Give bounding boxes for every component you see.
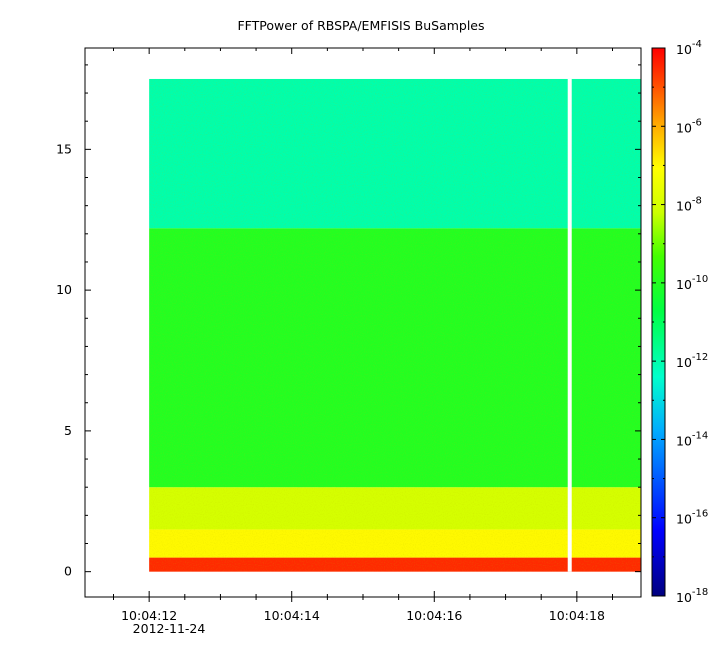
colorbar-tick-label: 10-10 — [676, 274, 708, 292]
x-tick-label: 10:04:14 — [264, 608, 320, 623]
chart-title: FFTPower of RBSPA/EMFISIS BuSamples — [237, 18, 484, 33]
colorbar-tick-exponent: -14 — [692, 430, 708, 441]
colorbar-tick-exponent: -4 — [692, 39, 702, 50]
x-axis: 10:04:12 10:04:14 10:04:16 10:04:18 — [113, 48, 613, 623]
colorbar-tick-base: 10 — [676, 512, 692, 527]
y-tick-label: 5 — [64, 423, 72, 438]
colorbar-tick-base: 10 — [676, 199, 692, 214]
colorbar-tick-base: 10 — [676, 42, 692, 57]
colorbar-tick-base: 10 — [676, 355, 692, 370]
colorbar-tick-label: 10-8 — [676, 196, 702, 214]
colorbar-tick-base: 10 — [676, 120, 692, 135]
colorbar-tick-label: 10-16 — [676, 509, 708, 527]
colorbar-tick-exponent: -10 — [692, 274, 708, 285]
colorbar-tick-exponent: -6 — [692, 117, 702, 128]
y-tick-label: 0 — [64, 564, 72, 579]
colorbar-tick-label: 10-4 — [676, 39, 702, 57]
colorbar-tick-exponent: -18 — [692, 587, 708, 598]
plot-area — [84, 47, 642, 598]
colorbar-tick-exponent: -12 — [692, 352, 708, 363]
x-tick-label: 10:04:12 — [121, 608, 177, 623]
x-axis-date-label: 2012-11-24 — [133, 621, 206, 636]
colorbar-tick-label: 10-6 — [676, 117, 702, 135]
colorbar-tick-exponent: -16 — [692, 509, 708, 520]
colorbar-tick-base: 10 — [676, 433, 692, 448]
spectrogram-speckle — [149, 78, 641, 572]
colorbar-tick-base: 10 — [676, 277, 692, 292]
colorbar-tick-label: 10-18 — [676, 587, 708, 605]
y-tick-label: 15 — [56, 141, 72, 156]
x-tick-label: 10:04:16 — [406, 608, 462, 623]
colorbar-tick-label: 10-14 — [676, 430, 708, 448]
x-tick-label: 10:04:18 — [549, 608, 605, 623]
colorbar-tick-exponent: -8 — [692, 196, 702, 207]
colorbar-tick-label: 10-12 — [676, 352, 708, 370]
colorbar-tick-base: 10 — [676, 590, 692, 605]
y-axis: 0 5 10 15 — [56, 64, 641, 579]
y-tick-label: 10 — [56, 282, 72, 297]
data-gap — [567, 78, 572, 572]
